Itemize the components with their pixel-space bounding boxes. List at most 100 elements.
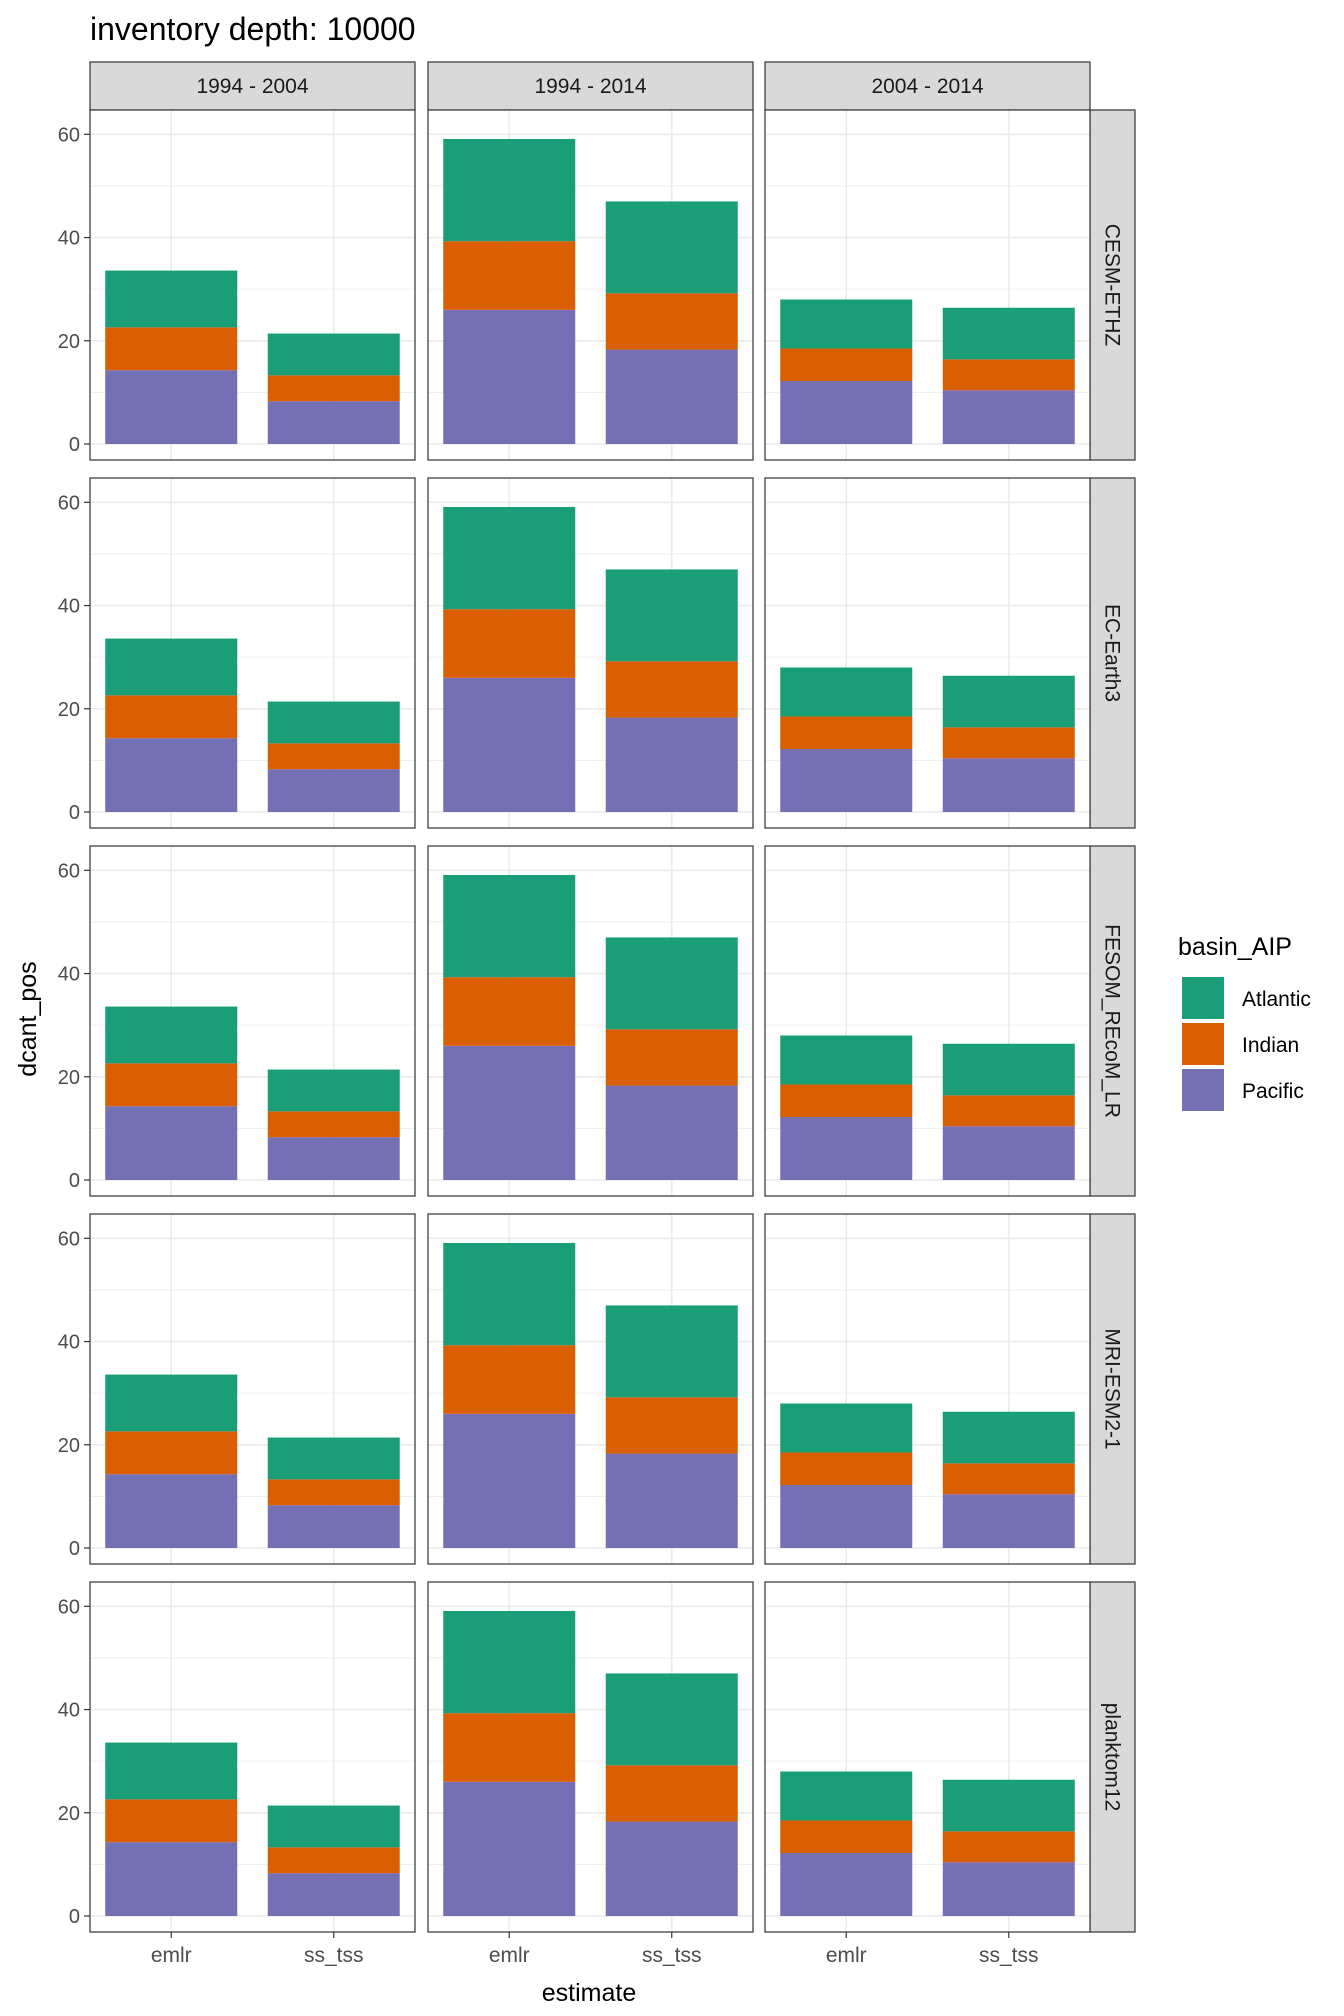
bar-atlantic-ss-tss [605, 937, 738, 1030]
bar-pacific-ss-tss [605, 717, 738, 812]
panel-border [764, 1213, 1091, 1565]
row-strip-planktom12: planktom12 [1089, 1581, 1136, 1933]
bar-indian-emlr [105, 1063, 238, 1107]
bar-atlantic-ss-tss [942, 1043, 1075, 1096]
y-tick-label: 0 [69, 1538, 80, 1560]
bar-pacific-emlr [443, 309, 576, 444]
bar-atlantic-ss-tss [605, 1305, 738, 1398]
col-strip-label: 2004 - 2014 [871, 75, 983, 98]
panel-ec-earth3-1994-2014 [427, 477, 754, 829]
col-strip-label: 1994 - 2004 [196, 75, 308, 98]
bar-atlantic-emlr [780, 299, 913, 349]
bar-indian-ss-tss [267, 1111, 400, 1138]
bar-indian-emlr [780, 716, 913, 750]
bar-atlantic-emlr [105, 270, 238, 328]
legend-swatch [1182, 1069, 1224, 1111]
bar-indian-ss-tss [942, 727, 1075, 759]
bar-indian-ss-tss [605, 293, 738, 350]
chart-title: inventory depth: 10000 [90, 11, 416, 47]
y-tick-label: 20 [58, 331, 80, 353]
bar-pacific-emlr [443, 677, 576, 812]
col-strip-label: 1994 - 2014 [534, 75, 646, 98]
bar-indian-ss-tss [605, 661, 738, 718]
y-tick-label: 60 [58, 492, 80, 514]
panel-fesom-recom-lr-2004-2014 [764, 845, 1091, 1197]
bar-atlantic-emlr [105, 1374, 238, 1432]
y-tick-label: 40 [58, 964, 80, 986]
x-axis-title: estimate [542, 1979, 636, 2007]
legend-label: Atlantic [1242, 988, 1311, 1011]
y-tick-label: 0 [69, 1906, 80, 1928]
panel-planktom12-1994-2014 [427, 1581, 754, 1933]
bar-atlantic-emlr [780, 1403, 913, 1453]
bar-pacific-ss-tss [942, 1494, 1075, 1548]
y-tick-label: 20 [58, 1067, 80, 1089]
bar-atlantic-ss-tss [942, 675, 1075, 728]
panel-cesm-ethz-2004-2014 [764, 109, 1091, 461]
bar-atlantic-ss-tss [267, 1805, 400, 1848]
bar-pacific-emlr [105, 370, 238, 444]
bar-atlantic-ss-tss [605, 201, 738, 294]
panel-border [89, 845, 416, 1197]
panel-border [764, 109, 1091, 461]
legend-label: Pacific [1242, 1080, 1304, 1103]
bar-pacific-ss-tss [605, 1821, 738, 1916]
y-tick-label: 20 [58, 1803, 80, 1825]
legend-label: Indian [1242, 1034, 1299, 1057]
bar-atlantic-emlr [105, 638, 238, 696]
y-tick-label: 20 [58, 1435, 80, 1457]
bar-pacific-ss-tss [267, 1873, 400, 1916]
row-strip-bg [1089, 1213, 1136, 1565]
panel-border [427, 1581, 754, 1933]
col-strip-bg [89, 61, 416, 111]
panel-mri-esm2-1-1994-2004 [89, 1213, 416, 1565]
bar-atlantic-ss-tss [267, 1437, 400, 1480]
y-tick-label: 60 [58, 124, 80, 146]
bar-atlantic-emlr [443, 1610, 576, 1714]
bar-atlantic-emlr [105, 1006, 238, 1064]
bar-pacific-ss-tss [605, 1453, 738, 1548]
col-strip-1994-2004: 1994 - 2004 [89, 61, 416, 111]
facet-panels: 1994 - 2004 1994 - 2014 2004 - 2014 CESM-ET… [58, 61, 1136, 1967]
panel-border [764, 477, 1091, 829]
col-strip-2004-2014: 2004 - 2014 [764, 61, 1091, 111]
panel-border [427, 477, 754, 829]
bar-atlantic-ss-tss [267, 1069, 400, 1112]
row-strip-bg [1089, 109, 1136, 461]
x-tick-label: emlr [826, 1944, 867, 1967]
bar-pacific-ss-tss [267, 1505, 400, 1548]
bar-indian-emlr [443, 1345, 576, 1414]
row-strip-label: planktom12 [1101, 1703, 1124, 1812]
bar-indian-emlr [443, 241, 576, 310]
bar-pacific-ss-tss [267, 769, 400, 812]
bar-atlantic-ss-tss [942, 307, 1075, 360]
row-strip-mri-esm2-1: MRI-ESM2-1 [1089, 1213, 1136, 1565]
bar-indian-emlr [105, 1799, 238, 1843]
y-axis-title: dcant_pos [14, 961, 42, 1076]
bar-pacific-emlr [105, 1106, 238, 1180]
bar-indian-emlr [780, 1452, 913, 1486]
bar-indian-ss-tss [605, 1397, 738, 1454]
legend-item-indian: Indian [1182, 1023, 1299, 1065]
panel-cesm-ethz-1994-2004 [89, 109, 416, 461]
row-strip-ec-earth3: EC-Earth3 [1089, 477, 1136, 829]
y-tick-label: 60 [58, 1228, 80, 1250]
row-strip-bg [1089, 477, 1136, 829]
bar-pacific-emlr [780, 1485, 913, 1548]
panel-ec-earth3-1994-2004 [89, 477, 416, 829]
bar-pacific-emlr [105, 1842, 238, 1916]
panel-cesm-ethz-1994-2014 [427, 109, 754, 461]
panel-border [89, 477, 416, 829]
y-tick-label: 60 [58, 1596, 80, 1618]
row-strip-bg [1089, 1581, 1136, 1933]
y-tick-label: 40 [58, 1700, 80, 1722]
row-strip-label: CESM-ETHZ [1101, 224, 1124, 347]
bar-indian-ss-tss [605, 1765, 738, 1822]
bar-indian-emlr [780, 1084, 913, 1118]
y-tick-label: 40 [58, 596, 80, 618]
row-strip-label: EC-Earth3 [1101, 604, 1124, 702]
panel-border [427, 1213, 754, 1565]
bar-indian-ss-tss [942, 359, 1075, 391]
bar-atlantic-ss-tss [267, 701, 400, 744]
